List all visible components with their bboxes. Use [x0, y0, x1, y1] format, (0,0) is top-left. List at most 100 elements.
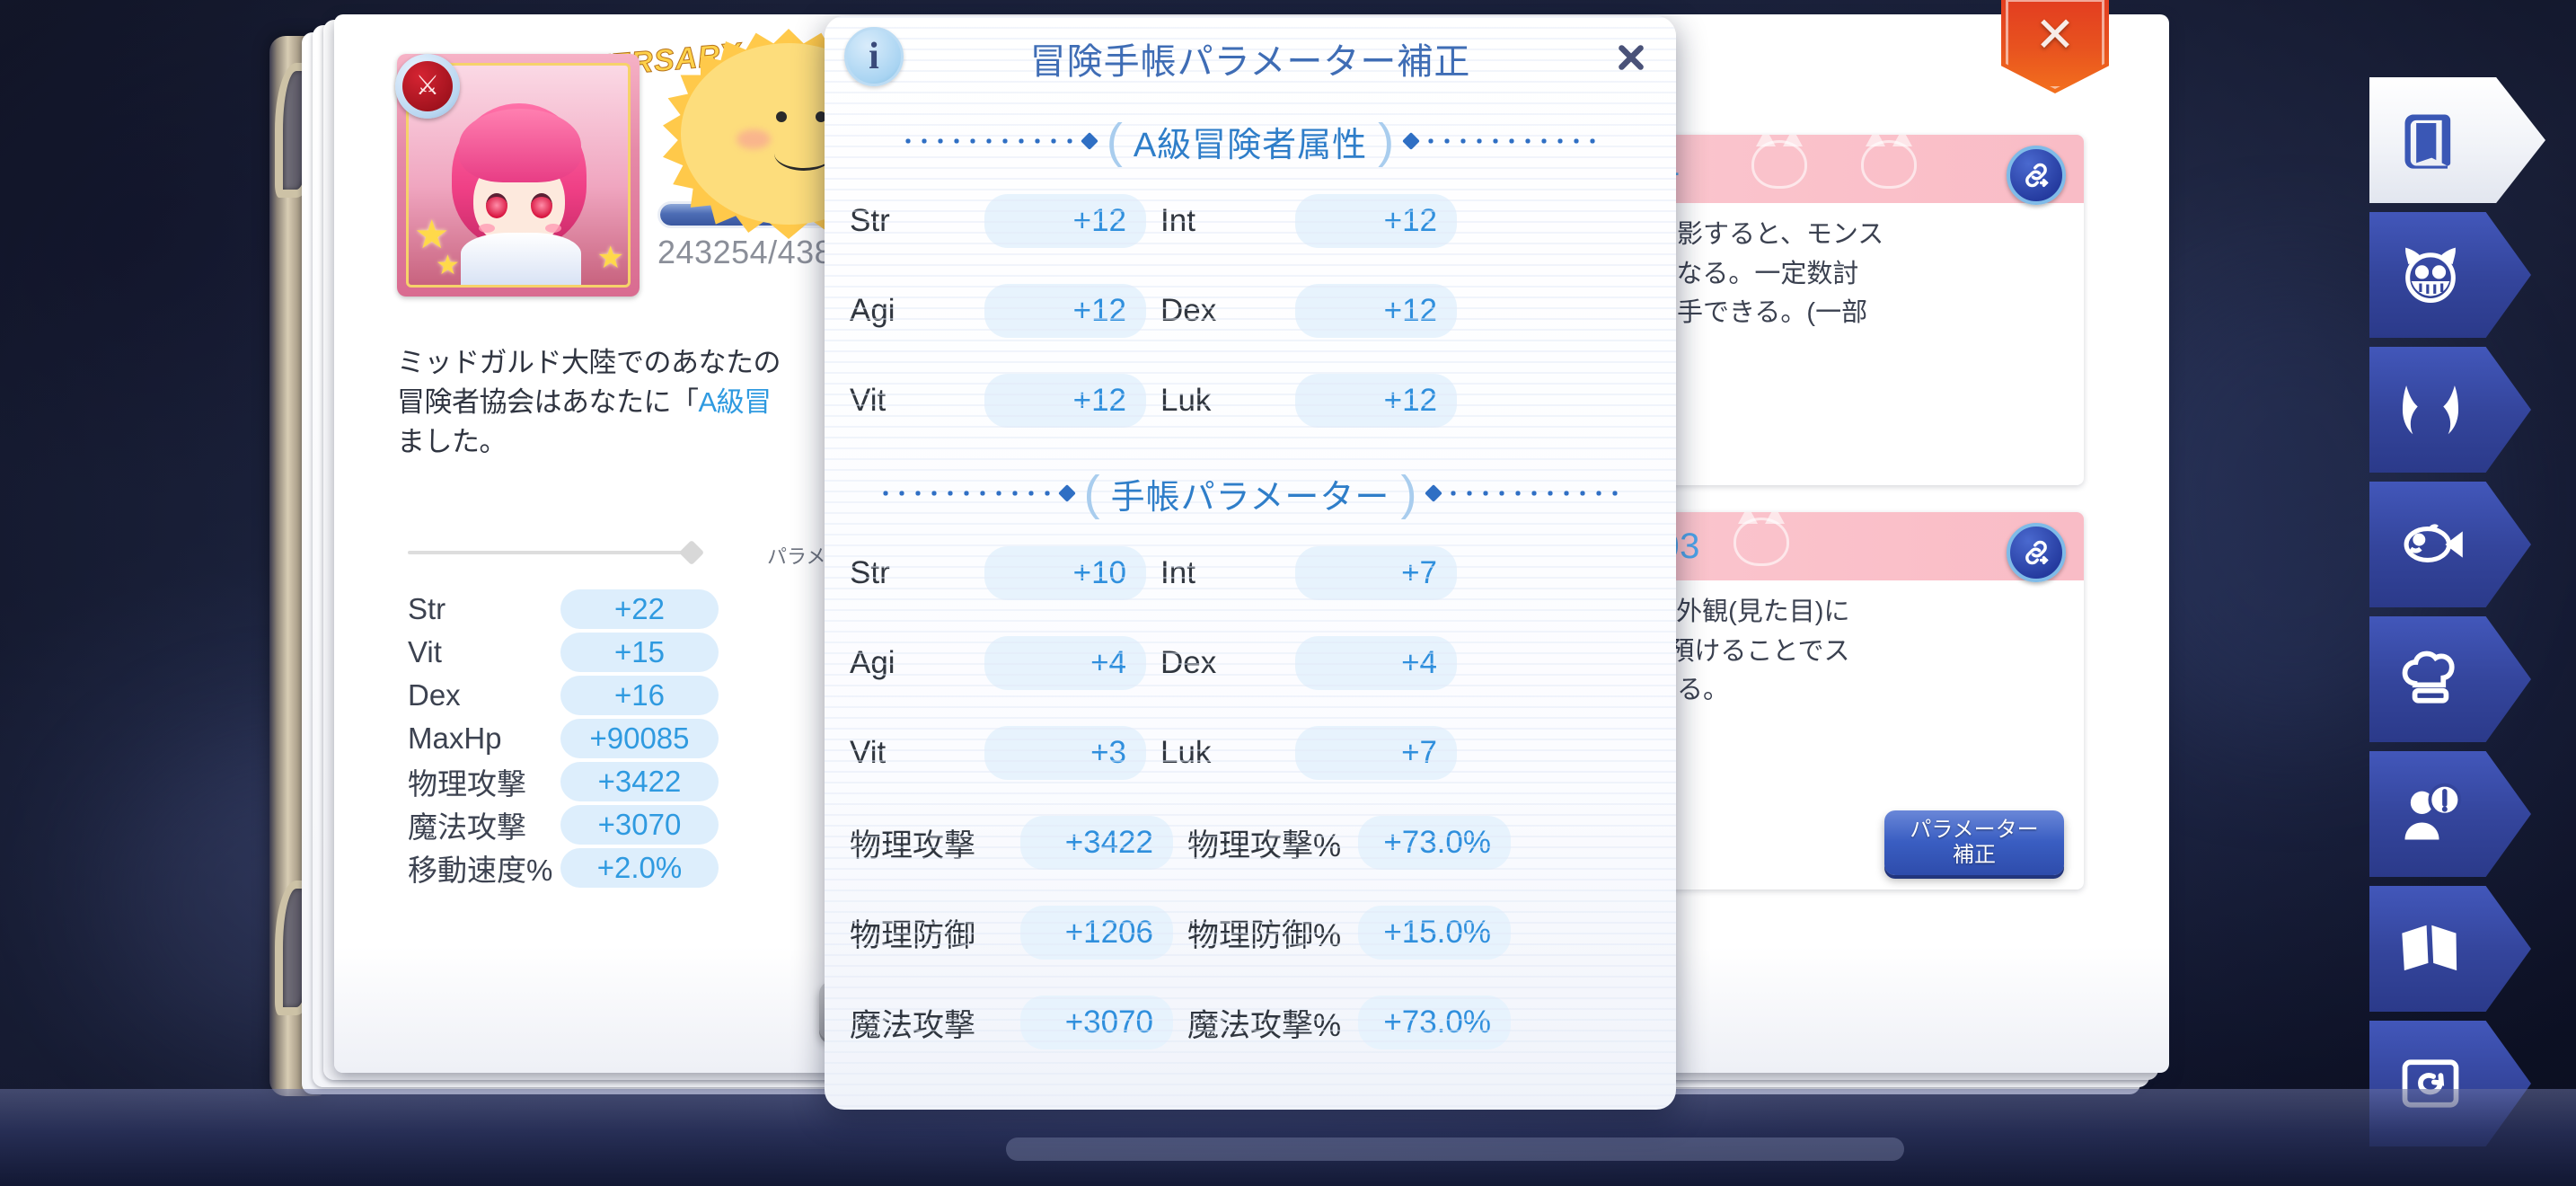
link-share-button-2[interactable] [2007, 523, 2066, 582]
stat-value: +3070 [560, 805, 719, 845]
bottom-bar-pill [1006, 1137, 1904, 1161]
stat-name-right: Dex [1160, 645, 1217, 680]
stat-value-left: +12 [984, 194, 1146, 248]
table-row: Vit +12 Luk +12 [825, 356, 1676, 446]
npc-alert-icon [2396, 780, 2465, 848]
stat-value: +90085 [560, 719, 719, 758]
character-info-panel: 6TH ANNIVERSARY ★ ★ ★ ⚔ [361, 22, 1044, 1064]
fish-icon [2396, 510, 2465, 579]
stat-value-right: +15.0% [1358, 906, 1511, 960]
sidebar-tab-fish[interactable] [2369, 482, 2531, 607]
table-row: 物理防御 +1206 物理防御% +15.0% [825, 888, 1676, 978]
table-row: 魔法攻撃 +3070 魔法攻撃% +73.0% [825, 978, 1676, 1067]
stat-name-left: Str [850, 203, 890, 238]
link-share-icon [2025, 540, 2049, 565]
section-title: A級冒険者属性 [1133, 126, 1368, 164]
list-item: Dex +16 [408, 674, 830, 717]
avatar-bangs [459, 109, 581, 182]
stat-name-right: Dex [1160, 293, 1217, 328]
dotted-rule-left [899, 138, 1080, 144]
info-icon[interactable]: i [844, 27, 904, 86]
dotted-rule-right [1443, 491, 1624, 496]
avatar-body [461, 233, 581, 285]
star-decoration-icon: ★ [414, 213, 450, 257]
class-badge: ⚔ [395, 54, 460, 119]
table-row: Vit +3 Luk +7 [825, 708, 1676, 798]
stat-value-right: +73.0% [1358, 816, 1511, 870]
cat-ears-icon [2396, 376, 2465, 444]
stat-value: +3422 [560, 762, 719, 801]
close-icon[interactable] [1606, 32, 1656, 83]
hp-value-text: 243254/438 [657, 234, 834, 270]
stat-value-right: +12 [1295, 194, 1457, 248]
pennant-border [2006, 0, 2104, 89]
sun-blush-left [737, 129, 771, 149]
sidebar-tab-npc-alert[interactable] [2369, 751, 2531, 877]
sidebar-tab-open-book[interactable] [2369, 886, 2531, 1012]
paren-left: ( [1106, 113, 1123, 168]
stat-name-left: 物理防御 [850, 917, 976, 953]
stat-value-left: +3 [984, 726, 1146, 780]
monster-grin-icon [2396, 241, 2465, 309]
list-item: 魔法攻撃 +3070 [408, 803, 830, 846]
avatar-eye-right [531, 193, 552, 218]
avatar-cheek-left [479, 224, 495, 233]
table-row: Agi +12 Dex +12 [825, 266, 1676, 356]
sidebar-tab-book[interactable] [2369, 77, 2545, 203]
stat-label: Dex [408, 678, 461, 712]
stat-value-left: +3070 [1020, 996, 1173, 1049]
modal-title: 冒険手帳パラメーター補正 [1029, 42, 1471, 82]
left-stat-list: Str +22 Vit +15 Dex +16 MaxHp +90085 物理攻撃 +34… [408, 588, 830, 890]
list-item: 物理攻撃 +3422 [408, 760, 830, 803]
stat-label: 移動速度% [408, 854, 553, 887]
stat-name-left: Str [850, 555, 890, 590]
section-header-1: ( A級冒険者属性 ) [825, 106, 1676, 176]
dotted-rule-left [877, 491, 1057, 496]
dotted-rule-right [1421, 138, 1601, 144]
sidebar-tab-cooking[interactable] [2369, 616, 2531, 742]
sun-mouth [774, 137, 834, 171]
divider-diamond-icon [678, 539, 705, 566]
table-row: Str +12 Int +12 [825, 176, 1676, 266]
stat-name-left: 物理攻撃 [850, 828, 976, 863]
cat-ghost-icon [1734, 512, 1789, 566]
link-share-button-1[interactable] [2007, 146, 2066, 205]
stat-value-left: +12 [984, 374, 1146, 428]
modal-header: i 冒険手帳パラメーター補正 [825, 16, 1676, 106]
stat-name-right: Int [1160, 203, 1195, 238]
diamond-icon [1425, 484, 1443, 502]
sidebar-tab-cat-ears[interactable] [2369, 347, 2531, 473]
stat-value-right: +12 [1295, 284, 1457, 338]
close-x-glyph [1619, 45, 1644, 70]
stat-value: +15 [560, 633, 719, 672]
stat-value-left: +4 [984, 636, 1146, 690]
paren-left: ( [1083, 465, 1100, 520]
stat-name-right: 物理防御% [1187, 917, 1342, 953]
stat-value: +16 [560, 676, 719, 715]
stat-value-right: +12 [1295, 374, 1457, 428]
paren-right: ) [1378, 113, 1395, 168]
chef-hat-icon [2396, 645, 2465, 713]
stat-value: +22 [560, 589, 719, 629]
stat-name-right: Int [1160, 555, 1195, 590]
section-header-2: ( 手帳パラメーター ) [825, 458, 1676, 528]
star-decoration-icon: ★ [596, 241, 624, 275]
table-row: Str +10 Int +7 [825, 528, 1676, 618]
sun-eye-right [816, 111, 826, 122]
stat-value-left: +3422 [1020, 816, 1173, 870]
stat-name-right: Luk [1160, 735, 1212, 770]
stat-value-left: +10 [984, 546, 1146, 600]
stat-value-right: +73.0% [1358, 996, 1511, 1049]
stat-name-right: 物理攻撃% [1187, 828, 1342, 863]
sidebar-tab-monster[interactable] [2369, 212, 2531, 338]
table-row: Agi +4 Dex +4 [825, 618, 1676, 708]
description-text: ミッドガルド大陸でのあなたの 冒険者協会はあなたに「A級冒 ました。 [397, 343, 936, 462]
description-line-2: 冒険者協会はあなたに「A級冒 [397, 383, 936, 422]
link-share-icon [2025, 163, 2049, 188]
avatar-cheek-right [545, 224, 561, 233]
stat-name-left: 魔法攻撃 [850, 1007, 976, 1043]
stat-name-right: 魔法攻撃% [1187, 1007, 1342, 1043]
parameter-correction-button[interactable]: パラメーター 補正 [1884, 810, 2064, 875]
list-item: Str +22 [408, 588, 830, 631]
list-item: Vit +15 [408, 631, 830, 674]
